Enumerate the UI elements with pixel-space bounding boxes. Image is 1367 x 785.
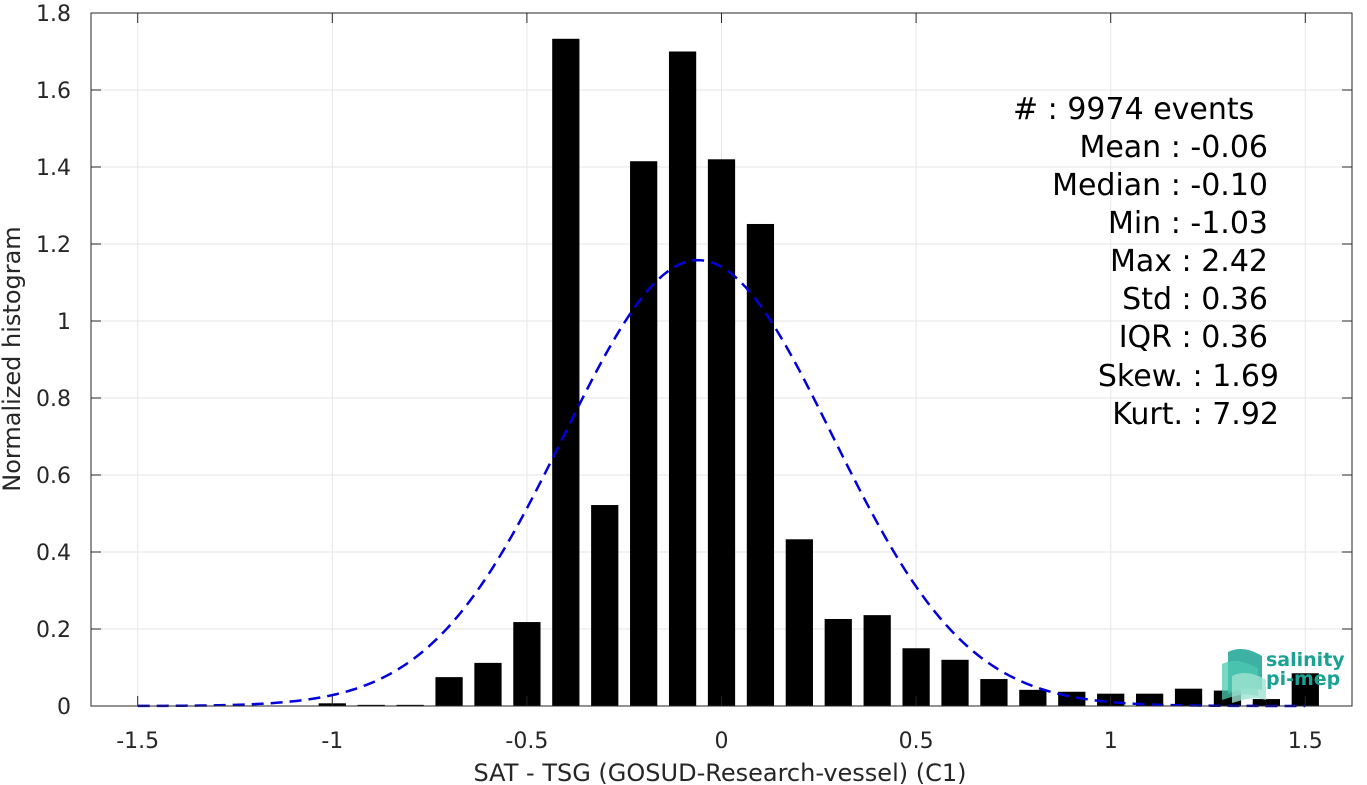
x-tick-label: 1 (1104, 729, 1118, 754)
histogram-bar (396, 704, 424, 706)
stat-kurtosis: Kurt. : 7.92 (1112, 397, 1279, 432)
stat-min: Min : -1.03 (1108, 206, 1268, 241)
histogram-bar (357, 704, 385, 706)
histogram-bar (941, 659, 969, 706)
histogram-bar (513, 622, 541, 706)
histogram-bar (746, 223, 775, 707)
stat-mean: Mean : -0.06 (1079, 130, 1268, 165)
stat-events: # : 9974 events (1013, 92, 1254, 127)
stat-median: Median : -0.10 (1052, 168, 1268, 203)
histogram-bar (824, 618, 852, 706)
y-tick-label: 0.6 (36, 464, 71, 489)
y-tick-label: 1.6 (36, 79, 71, 104)
histogram-bar (1019, 689, 1047, 706)
logo-text-pi-mep: pi-mep (1266, 668, 1340, 690)
stat-skewness: Skew. : 1.69 (1098, 359, 1279, 394)
x-tick-labels: -1.5 -1 -0.5 0 0.5 1 1.5 (116, 729, 1323, 754)
y-tick-label: 1 (57, 310, 71, 335)
histogram-bar (785, 539, 813, 706)
histogram-bar (552, 38, 580, 707)
histogram-bar (1252, 699, 1280, 706)
x-tick-label: -1.5 (116, 729, 159, 754)
x-axis-title: SAT - TSG (GOSUD-Research-vessel) (C1) (474, 759, 967, 785)
histogram-bars (318, 38, 1319, 707)
histogram-bar (707, 159, 736, 707)
x-tick-label: -0.5 (505, 729, 548, 754)
y-tick-label: 1.4 (36, 156, 71, 181)
stat-std: Std : 0.36 (1122, 282, 1268, 317)
histogram-bar (980, 679, 1008, 706)
y-tick-label: 0 (57, 695, 71, 720)
y-tick-label: 1.2 (36, 233, 71, 258)
x-tick-label: 0.5 (899, 729, 934, 754)
histogram-bar (863, 615, 891, 706)
stat-iqr: IQR : 0.36 (1119, 320, 1268, 355)
histogram-bar (591, 505, 619, 706)
y-tick-labels: 0 0.2 0.4 0.6 0.8 1 1.2 1.4 1.6 1.8 (36, 2, 71, 720)
gaussian-fit-curve (137, 258, 1306, 708)
y-tick-label: 0.8 (36, 387, 71, 412)
statistics-box: # : 9974 events Mean : -0.06 Median : -0… (1013, 92, 1279, 432)
y-tick-label: 0.4 (36, 541, 71, 566)
logo-text-salinity: salinity (1266, 649, 1345, 671)
axis-ticks (91, 12, 1352, 707)
histogram-bar (630, 161, 658, 707)
gaussian-fit-line (137, 258, 1306, 708)
salinity-pi-mep-logo: salinity pi-mep (1222, 649, 1345, 703)
wave-logo-icon (1222, 649, 1266, 703)
histogram-bar (668, 51, 697, 706)
y-tick-label: 1.8 (36, 2, 71, 27)
x-tick-label: -1 (321, 729, 343, 754)
x-tick-label: 0 (715, 729, 729, 754)
x-tick-label: 1.5 (1288, 729, 1323, 754)
histogram-bar (1174, 688, 1203, 706)
histogram-bar (474, 662, 502, 706)
y-axis-title: Normalized histogram (0, 226, 26, 491)
stat-max: Max : 2.42 (1110, 244, 1268, 279)
y-tick-label: 0.2 (36, 618, 71, 643)
histogram-bar (435, 677, 463, 706)
